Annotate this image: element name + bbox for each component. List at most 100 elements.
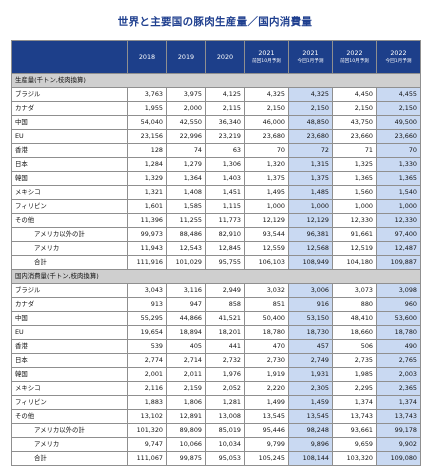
value-cell: 12,519 — [332, 241, 377, 256]
value-cell: 2,116 — [127, 381, 167, 396]
value-cell: 457 — [288, 339, 333, 354]
value-cell: 99,178 — [376, 423, 421, 438]
value-cell: 1,976 — [205, 367, 245, 382]
value-cell: 1,499 — [244, 395, 289, 410]
value-cell: 12,559 — [244, 241, 289, 256]
value-cell: 405 — [166, 339, 206, 354]
column-header: 2020 — [205, 40, 245, 74]
value-cell: 2,003 — [376, 367, 421, 382]
value-cell: 95,446 — [244, 423, 289, 438]
table-row: その他 11,396 11,255 11,773 12,129 12,129 12,330 1… — [11, 213, 421, 228]
value-cell: 1,364 — [166, 171, 206, 186]
value-cell: 74 — [166, 143, 206, 158]
value-cell: 12,568 — [288, 241, 333, 256]
value-cell: 72 — [288, 143, 333, 158]
value-cell: 18,780 — [376, 325, 421, 340]
table-row: フィリピン 1,601 1,585 1,115 1,000 1,000 1,000 1,000 — [11, 199, 421, 214]
value-cell: 9,659 — [332, 437, 377, 452]
page-title: 世界と主要国の豚肉生産量／国内消費量 — [117, 16, 313, 28]
column-header: 2019 — [166, 40, 206, 74]
column-header — [11, 40, 128, 74]
column-header-note: 前回10月予測 — [340, 58, 369, 64]
value-cell: 1,115 — [205, 199, 245, 214]
value-cell: 19,654 — [127, 325, 167, 340]
value-cell: 880 — [332, 297, 377, 312]
column-header: 2022 前回10月予測 — [332, 40, 377, 74]
value-cell: 70 — [244, 143, 289, 158]
value-cell: 947 — [166, 297, 206, 312]
value-cell: 3,073 — [332, 283, 377, 298]
value-cell: 108,949 — [288, 255, 333, 270]
value-cell: 18,730 — [288, 325, 333, 340]
table-row: メキシコ 2,116 2,159 2,052 2,220 2,305 2,295 2,365 — [11, 381, 421, 396]
table-row: カナダ 1,955 2,000 2,115 2,150 2,150 2,150 2,150 — [11, 101, 421, 116]
row-label: 香港 — [11, 143, 128, 158]
value-cell: 55,295 — [127, 311, 167, 326]
value-cell: 104,180 — [332, 255, 377, 270]
value-cell: 11,255 — [166, 213, 206, 228]
value-cell: 11,943 — [127, 241, 167, 256]
row-label: EU — [11, 325, 128, 340]
value-cell: 109,887 — [376, 255, 421, 270]
value-cell: 2,365 — [376, 381, 421, 396]
value-cell: 2,714 — [166, 353, 206, 368]
row-label: メキシコ — [11, 185, 128, 200]
value-cell: 913 — [127, 297, 167, 312]
value-cell: 70 — [376, 143, 421, 158]
value-cell: 11,773 — [205, 213, 245, 228]
value-cell: 12,330 — [376, 213, 421, 228]
column-header-year: 2021 — [258, 48, 275, 57]
value-cell: 23,680 — [244, 129, 289, 144]
value-cell: 1,495 — [244, 185, 289, 200]
value-cell: 2,735 — [332, 353, 377, 368]
value-cell: 3,043 — [127, 283, 167, 298]
value-cell: 3,763 — [127, 87, 167, 102]
value-cell: 2,949 — [205, 283, 245, 298]
value-cell: 101,320 — [127, 423, 167, 438]
row-label: 日本 — [11, 353, 128, 368]
value-cell: 2,305 — [288, 381, 333, 396]
value-cell: 1,375 — [288, 171, 333, 186]
value-cell: 128 — [127, 143, 167, 158]
value-cell: 2,765 — [376, 353, 421, 368]
value-cell: 18,660 — [332, 325, 377, 340]
value-cell: 916 — [288, 297, 333, 312]
row-label: メキシコ — [11, 381, 128, 396]
value-cell: 42,550 — [166, 115, 206, 130]
row-label: その他 — [11, 409, 128, 424]
value-cell: 22,996 — [166, 129, 206, 144]
value-cell: 2,774 — [127, 353, 167, 368]
table-row: 日本 2,774 2,714 2,732 2,730 2,749 2,735 2,765 — [11, 353, 421, 368]
value-cell: 13,102 — [127, 409, 167, 424]
value-cell: 1,931 — [288, 367, 333, 382]
value-cell: 9,896 — [288, 437, 333, 452]
table-row: 香港 539 405 441 470 457 506 490 — [11, 339, 421, 354]
value-cell: 23,219 — [205, 129, 245, 144]
value-cell: 1,279 — [166, 157, 206, 172]
value-cell: 506 — [332, 339, 377, 354]
table-row: 韓国 2,001 2,011 1,976 1,919 1,931 1,985 2,003 — [11, 367, 421, 382]
row-label: アメリカ以外の計 — [11, 423, 128, 438]
value-cell: 41,521 — [205, 311, 245, 326]
value-cell: 4,125 — [205, 87, 245, 102]
column-header-year: 2021 — [302, 48, 319, 57]
row-label: フィリピン — [11, 395, 128, 410]
table-row: カナダ 913 947 858 851 916 880 960 — [11, 297, 421, 312]
table-row: アメリカ 11,943 12,543 12,845 12,559 12,568 12,519… — [11, 241, 421, 256]
value-cell: 3,032 — [244, 283, 289, 298]
value-cell: 2,150 — [244, 101, 289, 116]
value-cell: 9,799 — [244, 437, 289, 452]
value-cell: 53,150 — [288, 311, 333, 326]
value-cell: 1,955 — [127, 101, 167, 116]
value-cell: 63 — [205, 143, 245, 158]
value-cell: 89,809 — [166, 423, 206, 438]
value-cell: 12,129 — [244, 213, 289, 228]
value-cell: 88,486 — [166, 227, 206, 242]
value-cell: 4,325 — [288, 87, 333, 102]
value-cell: 46,000 — [244, 115, 289, 130]
value-cell: 11,396 — [127, 213, 167, 228]
value-cell: 2,749 — [288, 353, 333, 368]
value-cell: 93,661 — [332, 423, 377, 438]
table-row: 中国 54,040 42,550 36,340 46,000 48,850 43,750 49… — [11, 115, 421, 130]
table-row: ブラジル 3,763 3,975 4,125 4,325 4,325 4,450 4,455 — [11, 87, 421, 102]
